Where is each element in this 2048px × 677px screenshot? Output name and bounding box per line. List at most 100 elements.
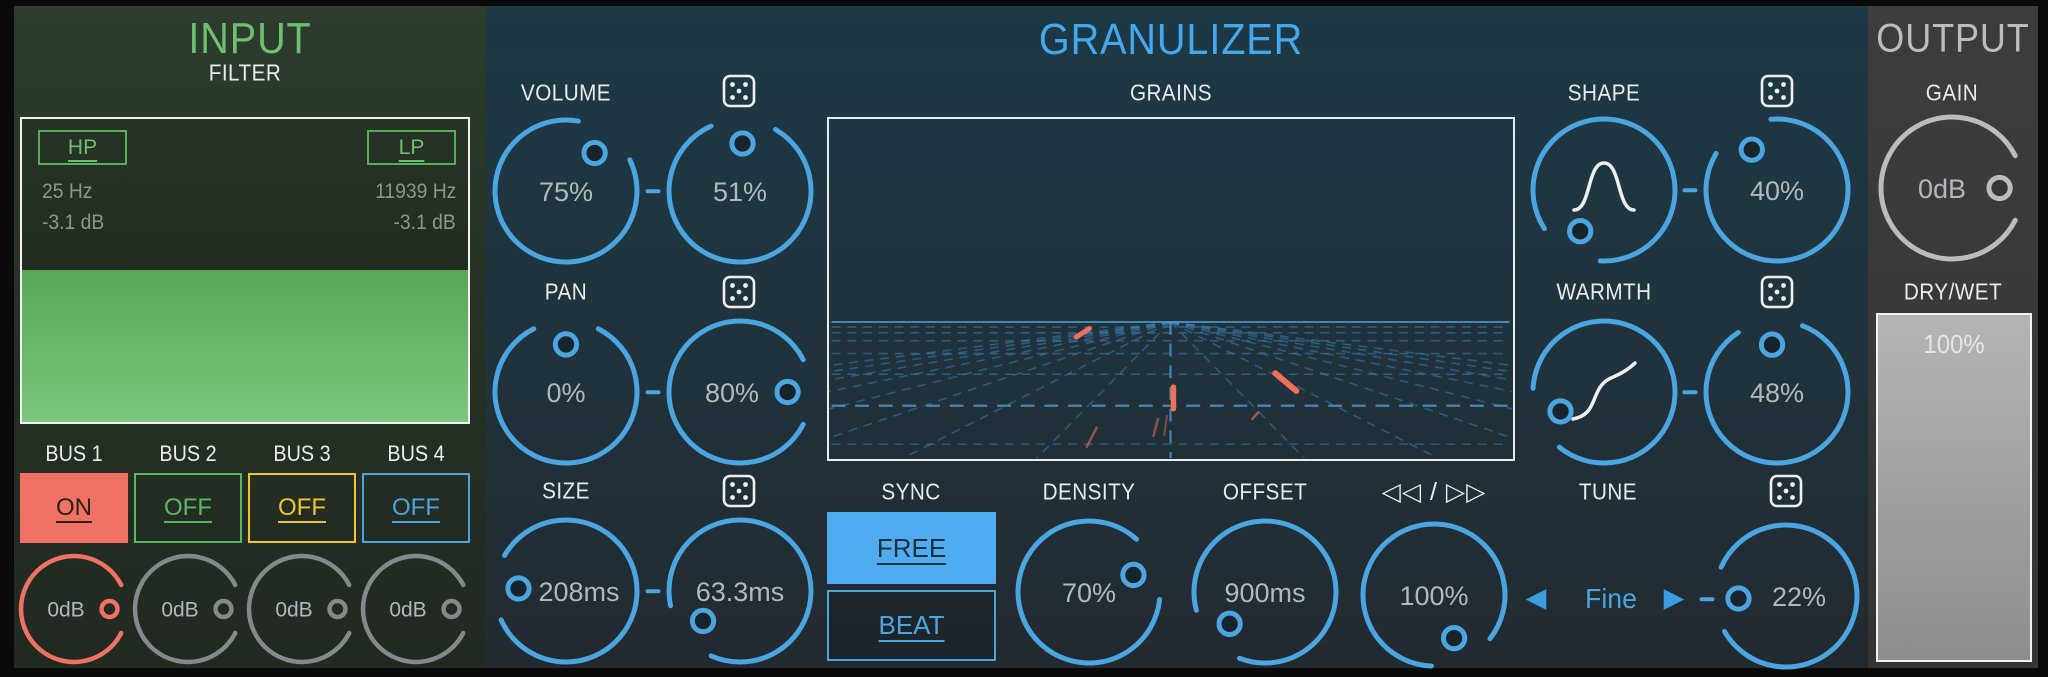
- grains-label: GRAINS: [1129, 79, 1213, 106]
- offset-label: OFFSET: [1222, 478, 1308, 505]
- warmth-random-dice-icon[interactable]: [1760, 275, 1794, 309]
- svg-text:40%: 40%: [1750, 176, 1804, 206]
- bus2-gain-knob[interactable]: 0dB: [126, 547, 250, 671]
- warmth-random-knob[interactable]: 48%: [1697, 312, 1857, 472]
- volume-label: VOLUME: [520, 79, 612, 106]
- pan-label: PAN: [544, 278, 588, 305]
- bus4-gain-knob[interactable]: 0dB: [354, 547, 478, 671]
- bus4-state: OFF: [392, 494, 440, 521]
- svg-text:208ms: 208ms: [538, 577, 619, 607]
- lp-gain-value: -3.1 dB: [393, 211, 456, 234]
- density-label: DENSITY: [1042, 478, 1136, 505]
- input-title: INPUT: [188, 14, 312, 63]
- warmth-knob[interactable]: [1524, 312, 1684, 472]
- svg-text:0dB: 0dB: [47, 599, 84, 622]
- shape-link-dash: [1682, 188, 1698, 192]
- svg-text:900ms: 900ms: [1224, 578, 1305, 608]
- svg-text:100%: 100%: [1399, 581, 1468, 611]
- granulizer-title: GRANULIZER: [1038, 15, 1304, 64]
- svg-text:0dB: 0dB: [1918, 174, 1966, 204]
- filter-response-curve: [22, 270, 468, 422]
- bus1-gain-knob[interactable]: 0dB: [12, 547, 136, 671]
- output-title: OUTPUT: [1876, 16, 2030, 61]
- pan-random-dice-icon[interactable]: [722, 275, 756, 309]
- sync-beat-label: BEAT: [878, 610, 945, 640]
- warmth-label: WARMTH: [1556, 278, 1652, 305]
- tune-link-dash: [1699, 597, 1715, 601]
- svg-text:0dB: 0dB: [275, 599, 312, 622]
- svg-text:0%: 0%: [546, 378, 585, 408]
- pan-knob[interactable]: 0%: [486, 312, 646, 472]
- size-random-dice-icon[interactable]: [722, 474, 756, 508]
- offset-knob[interactable]: 900ms: [1185, 512, 1345, 672]
- bus3-state: OFF: [278, 494, 326, 521]
- svg-text:0dB: 0dB: [161, 599, 198, 622]
- grains-visualization: [827, 117, 1515, 461]
- drywet-label: DRY/WET: [1903, 278, 2003, 305]
- shape-label: SHAPE: [1567, 79, 1641, 106]
- svg-text:70%: 70%: [1062, 578, 1116, 608]
- warmth-link-dash: [1682, 390, 1698, 394]
- shape-random-knob[interactable]: 40%: [1697, 110, 1857, 270]
- highpass-button-label: HP: [67, 135, 98, 159]
- density-knob[interactable]: 70%: [1009, 512, 1169, 672]
- tune-prev-arrow[interactable]: ◀: [1525, 582, 1547, 613]
- bus3-gain-knob[interactable]: 0dB: [240, 547, 364, 671]
- sync-beat-button[interactable]: BEAT: [827, 590, 996, 661]
- svg-text:51%: 51%: [713, 177, 767, 207]
- size-random-knob[interactable]: 63.3ms: [660, 511, 820, 671]
- seek-speed-knob[interactable]: 100%: [1354, 515, 1514, 675]
- lp-frequency-value: 11939 Hz: [374, 180, 456, 203]
- bus2-toggle-button[interactable]: OFF: [134, 473, 242, 543]
- drywet-slider[interactable]: 100%: [1876, 313, 2032, 662]
- svg-text:22%: 22%: [1772, 582, 1826, 612]
- filter-display[interactable]: HP LP 25 Hz -3.1 dB 11939 Hz -3.1 dB: [20, 117, 470, 424]
- svg-text:80%: 80%: [705, 378, 759, 408]
- volume-random-dice-icon[interactable]: [722, 74, 756, 108]
- output-section: OUTPUT GAIN 0dB DRY/WET 100%: [1868, 6, 2038, 668]
- bus4-toggle-button[interactable]: OFF: [362, 473, 470, 543]
- output-gain-knob[interactable]: 0dB: [1872, 108, 2032, 268]
- volume-knob[interactable]: 75%: [486, 111, 646, 271]
- bus1-label: BUS 1: [45, 441, 103, 466]
- lowpass-button[interactable]: LP: [367, 130, 456, 165]
- svg-text:48%: 48%: [1750, 378, 1804, 408]
- volume-random-knob[interactable]: 51%: [660, 111, 820, 271]
- hp-frequency-value: 25 Hz: [42, 180, 93, 203]
- svg-text:63.3ms: 63.3ms: [696, 577, 785, 607]
- bus1-toggle-button[interactable]: ON: [20, 473, 128, 543]
- bus2-label: BUS 2: [159, 441, 217, 466]
- sync-free-label: FREE: [876, 532, 947, 563]
- bus3-toggle-button[interactable]: OFF: [248, 473, 356, 543]
- gain-label: GAIN: [1925, 79, 1979, 106]
- seek-label: ◁◁ / ▷▷: [1381, 478, 1487, 506]
- svg-text:0dB: 0dB: [389, 599, 426, 622]
- tune-label: TUNE: [1578, 478, 1638, 505]
- bus1-state: ON: [56, 494, 92, 521]
- drywet-value: 100%: [1923, 329, 1985, 359]
- tune-random-knob[interactable]: 22%: [1706, 516, 1866, 676]
- granulizer-section: GRANULIZER GRAINS VOLUME PAN SIZE SHAPE …: [486, 6, 1868, 671]
- shape-random-dice-icon[interactable]: [1760, 74, 1794, 108]
- tune-next-arrow[interactable]: ▶: [1663, 582, 1685, 613]
- filter-label: FILTER: [208, 59, 282, 86]
- highpass-button[interactable]: HP: [38, 130, 127, 165]
- sync-label: SYNC: [881, 478, 941, 505]
- volume-link-dash: [645, 189, 661, 193]
- lowpass-button-label: LP: [398, 135, 425, 159]
- tune-random-dice-icon[interactable]: [1769, 474, 1803, 508]
- tune-mode-value[interactable]: Fine: [1585, 583, 1637, 614]
- size-link-dash: [645, 589, 661, 593]
- size-label: SIZE: [542, 477, 590, 504]
- svg-text:75%: 75%: [539, 177, 593, 207]
- size-knob[interactable]: 208ms: [486, 511, 646, 671]
- pan-random-knob[interactable]: 80%: [660, 312, 820, 472]
- bus4-label: BUS 4: [387, 441, 445, 466]
- hp-gain-value: -3.1 dB: [42, 211, 105, 234]
- pan-link-dash: [645, 390, 661, 394]
- bus3-label: BUS 3: [273, 441, 331, 466]
- shape-knob[interactable]: [1524, 110, 1684, 270]
- bus2-state: OFF: [164, 494, 212, 521]
- sync-free-button[interactable]: FREE: [827, 512, 996, 584]
